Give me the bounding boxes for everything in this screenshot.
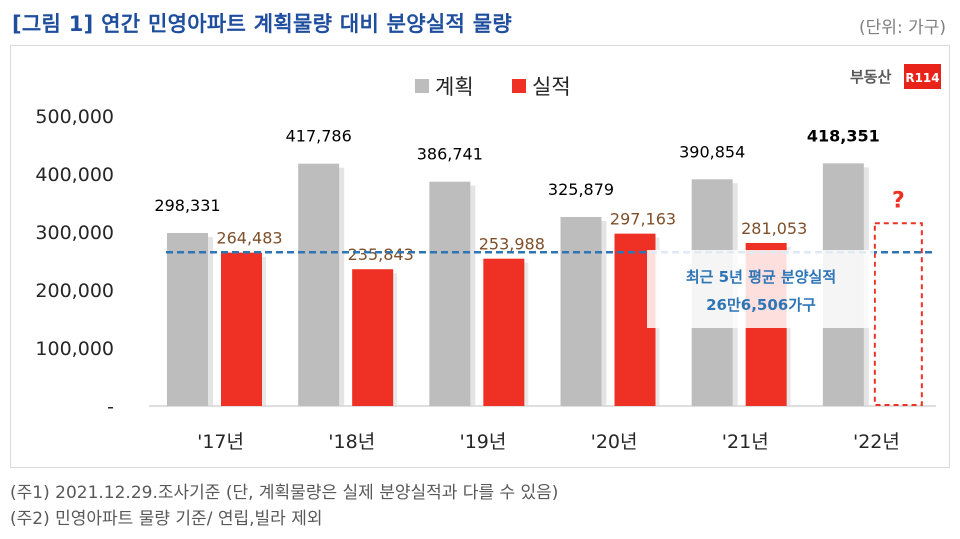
- footnotes: (주1) 2021.12.29.조사기준 (단, 계획물량은 실제 분양실적과 …: [10, 480, 558, 532]
- x-tick-label: '22년: [853, 431, 900, 453]
- x-tick-label: '19년: [459, 431, 506, 453]
- data-label-plan: 418,351: [807, 126, 880, 145]
- data-label-plan: 325,879: [548, 180, 614, 199]
- data-label-actual: 297,163: [610, 210, 676, 229]
- legend-swatch-plan: [415, 79, 429, 93]
- chart-title: [그림 1] 연간 민영아파트 계획물량 대비 분양실적 물량: [12, 12, 513, 36]
- data-label-actual: 264,483: [216, 229, 282, 248]
- footnote-2: (주2) 민영아파트 물량 기준/ 연립,빌라 제외: [10, 509, 323, 529]
- bar-plan: [429, 181, 471, 406]
- unit-label: (단위: 가구): [859, 18, 946, 38]
- logo-badge: [904, 64, 941, 89]
- footnote-1: (주1) 2021.12.29.조사기준 (단, 계획물량은 실제 분양실적과 …: [10, 483, 559, 503]
- x-tick-label: '18년: [328, 431, 375, 453]
- data-label-plan: 390,854: [679, 142, 745, 161]
- y-tick-label: 100,000: [35, 338, 114, 360]
- legend-label-actual: 실적: [532, 75, 571, 99]
- data-label-actual: 235,843: [348, 245, 414, 264]
- bar-actual: [221, 252, 262, 406]
- x-tick-label: '20년: [591, 431, 638, 453]
- y-tick-label: 400,000: [35, 164, 114, 186]
- unknown-marker: ?: [892, 188, 905, 213]
- data-label-plan: 298,331: [154, 196, 220, 215]
- x-tick-label: '17년: [197, 431, 244, 453]
- bar-actual: [483, 258, 525, 406]
- placeholder-bar-actual: [873, 222, 923, 406]
- annotation-line-1: 최근 5년 평균 분양실적: [686, 268, 836, 286]
- data-label-actual: 253,988: [479, 235, 545, 254]
- bar-plan: [298, 163, 340, 406]
- legend-label-plan: 계획: [435, 75, 474, 99]
- x-tick-label: '21년: [722, 431, 769, 453]
- header: [그림 1] 연간 민영아파트 계획물량 대비 분양실적 물량 (단위: 가구): [0, 0, 960, 46]
- data-label-plan: 417,786: [286, 127, 352, 146]
- bar-chart: - 100,000 200,000 300,000 400,000 500,000 계획 실적…: [35, 64, 941, 453]
- logo-badge-text: R114: [905, 71, 939, 85]
- logo-text: 부동산: [850, 68, 892, 86]
- bar-plan: [560, 216, 602, 406]
- data-label-actual: 281,053: [741, 219, 807, 238]
- y-tick-label: 200,000: [35, 280, 114, 302]
- data-label-plan: 386,741: [417, 145, 483, 164]
- y-tick-label: 300,000: [35, 222, 114, 244]
- legend-swatch-actual: [512, 79, 526, 93]
- annotation-box: [647, 250, 874, 328]
- bar-actual: [352, 269, 394, 406]
- annotation-line-2: 26만6,506가구: [706, 296, 816, 314]
- bar-plan: [167, 232, 208, 406]
- y-tick-label: -: [107, 396, 114, 418]
- chart-frame: - 100,000 200,000 300,000 400,000 500,000 계획 실적…: [10, 45, 950, 468]
- y-tick-label: 500,000: [35, 106, 114, 128]
